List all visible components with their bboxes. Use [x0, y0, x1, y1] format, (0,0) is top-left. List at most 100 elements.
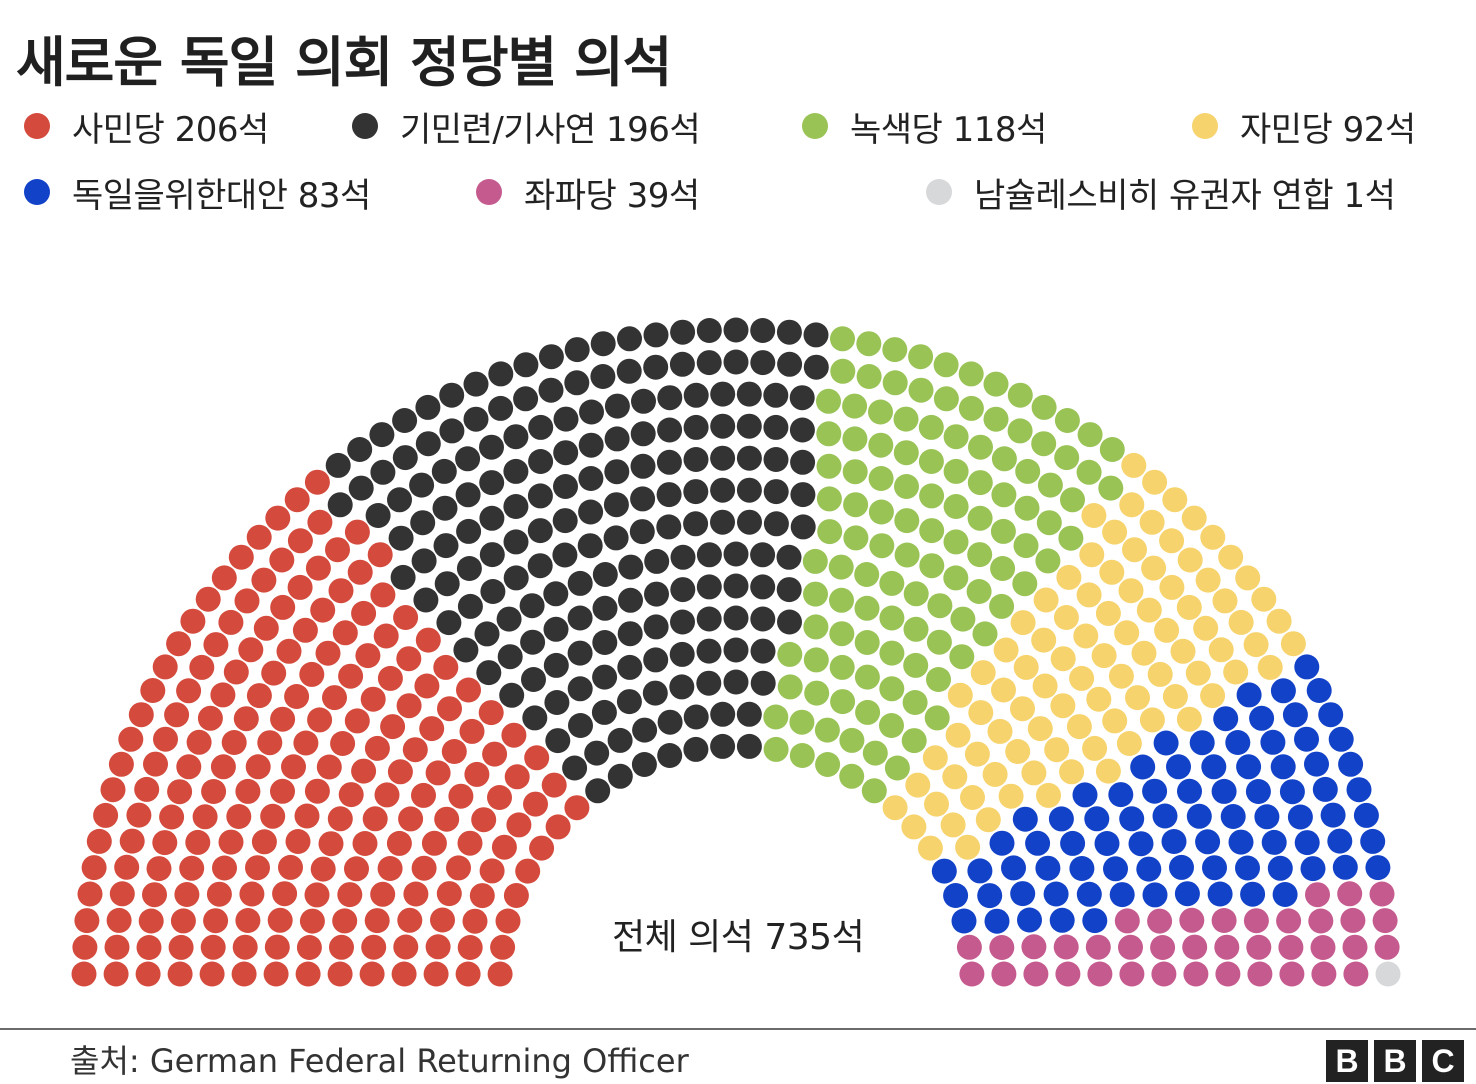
seat-dot-녹색당 — [991, 446, 1017, 472]
seat-dot-사민당 — [332, 620, 358, 646]
seat-dot-기민련/기사연 — [456, 518, 482, 544]
seat-dot-사민당 — [223, 659, 249, 685]
seat-dot-자민당 — [1195, 567, 1221, 593]
seat-dot-녹색당 — [918, 449, 944, 474]
seat-dot-녹색당 — [894, 474, 919, 499]
seat-dot-기민련/기사연 — [776, 319, 802, 345]
seat-dot-기민련/기사연 — [750, 670, 776, 696]
seat-dot-사민당 — [495, 908, 521, 934]
seat-dot-사민당 — [433, 654, 459, 680]
seat-dot-녹색당 — [842, 426, 868, 452]
seat-dot-사민당 — [263, 961, 289, 987]
seat-dot-기민련/기사연 — [592, 630, 618, 655]
seat-dot-자민당 — [1266, 608, 1292, 634]
seat-dot-사민당 — [104, 934, 130, 960]
seat-dot-녹색당 — [828, 554, 854, 580]
seat-dot-좌파당 — [1374, 934, 1400, 960]
seat-dot-기민련/기사연 — [629, 519, 655, 545]
seat-dot-자민당 — [1114, 620, 1140, 646]
seat-dot-독일을위한대안 — [1195, 829, 1221, 855]
seat-dot-독일을위한대안 — [1076, 881, 1102, 907]
seat-dot-기민련/기사연 — [568, 713, 593, 738]
seat-dot-기민련/기사연 — [590, 331, 616, 357]
seat-dot-녹색당 — [829, 621, 855, 647]
seat-dot-녹색당 — [816, 421, 842, 447]
seat-dot-독일을위한대안 — [1304, 751, 1329, 777]
seat-dot-독일을위한대안 — [1082, 908, 1108, 934]
seat-dot-녹색당 — [893, 406, 919, 432]
seat-dot-독일을위한대안 — [1287, 804, 1313, 830]
seat-dot-사민당 — [245, 754, 271, 780]
seat-dot-기민련/기사연 — [527, 483, 553, 509]
seat-dot-기민련/기사연 — [736, 477, 762, 503]
seat-dot-사민당 — [176, 754, 202, 780]
seat-dot-자민당 — [1162, 684, 1188, 709]
seat-dot-사민당 — [199, 961, 225, 987]
seat-dot-자민당 — [1121, 452, 1147, 478]
seat-dot-사민당 — [310, 597, 336, 623]
seat-dot-사민당 — [419, 716, 445, 742]
seat-dot-사민당 — [441, 739, 467, 764]
seat-dot-사민당 — [355, 643, 381, 669]
seat-dot-자민당 — [1280, 631, 1306, 657]
seat-dot-기민련/기사연 — [603, 492, 629, 518]
seat-dot-기민련/기사연 — [723, 637, 749, 663]
seat-dot-녹색당 — [989, 593, 1015, 619]
seat-dot-자민당 — [1050, 646, 1076, 672]
seat-dot-기민련/기사연 — [696, 606, 722, 632]
seat-dot-사민당 — [370, 582, 396, 608]
seat-dot-녹색당 — [1098, 475, 1124, 501]
seat-dot-사민당 — [246, 683, 272, 709]
seat-dot-자민당 — [1116, 731, 1142, 756]
seat-dot-녹색당 — [926, 667, 951, 692]
seat-dot-기민련/기사연 — [790, 449, 816, 475]
seat-dot-녹색당 — [843, 525, 869, 551]
seat-dot-녹색당 — [879, 676, 905, 702]
seat-dot-기민련/기사연 — [656, 449, 682, 475]
seat-dot-자민당 — [1243, 632, 1269, 658]
seat-dot-사민당 — [210, 754, 236, 780]
seat-dot-기민련/기사연 — [607, 727, 633, 753]
seat-dot-좌파당 — [1369, 881, 1395, 907]
seat-dot-기민련/기사연 — [723, 573, 749, 599]
seat-dot-사민당 — [373, 623, 399, 649]
seat-dot-사민당 — [100, 777, 126, 803]
seat-dot-녹색당 — [933, 352, 959, 378]
seat-dot-사민당 — [267, 907, 293, 933]
seat-dot-사민당 — [377, 665, 403, 691]
seat-dot-자민당 — [1125, 685, 1150, 711]
seat-dot-자민당 — [1141, 555, 1167, 581]
seat-dot-기민련/기사연 — [670, 609, 695, 635]
seat-dot-좌파당 — [1305, 882, 1330, 908]
seat-dot-자민당 — [955, 834, 981, 860]
seat-dot-사민당 — [284, 684, 310, 709]
seat-dot-좌파당 — [1214, 934, 1240, 960]
seat-dot-사민당 — [352, 831, 378, 856]
seat-dot-기민련/기사연 — [617, 326, 642, 352]
seat-dot-사민당 — [195, 586, 221, 612]
legend-label-cdu-csu: 기민련/기사연 196석 — [400, 109, 701, 150]
seat-dot-기민련/기사연 — [710, 733, 736, 759]
seat-dot-자민당 — [1086, 686, 1112, 712]
seat-dot-사민당 — [462, 908, 488, 934]
seat-dot-사민당 — [251, 829, 277, 855]
seat-dot-자민당 — [1013, 654, 1039, 680]
seat-dot-좌파당 — [1118, 934, 1143, 960]
seat-dot-기민련/기사연 — [538, 344, 564, 370]
seat-dot-기민련/기사연 — [683, 447, 709, 472]
seat-dot-기민련/기사연 — [325, 452, 351, 478]
seat-dot-독일을위한대안 — [1249, 705, 1275, 731]
seat-dot-기민련/기사연 — [578, 466, 604, 491]
seat-dot-녹색당 — [868, 432, 894, 458]
seat-dot-기민련/기사연 — [736, 381, 762, 407]
seat-dot-사민당 — [367, 542, 393, 568]
seat-dot-기민련/기사연 — [643, 647, 669, 673]
seat-dot-녹색당 — [803, 647, 829, 673]
seat-dot-기민련/기사연 — [710, 445, 736, 471]
seat-dot-독일을위한대안 — [943, 883, 969, 908]
seat-dot-녹색당 — [842, 393, 868, 419]
seat-dot-사민당 — [304, 469, 330, 495]
seat-dot-좌파당 — [1276, 908, 1302, 934]
seat-dot-독일을위한대안 — [1128, 831, 1154, 857]
seat-dot-기민련/기사연 — [604, 459, 630, 485]
